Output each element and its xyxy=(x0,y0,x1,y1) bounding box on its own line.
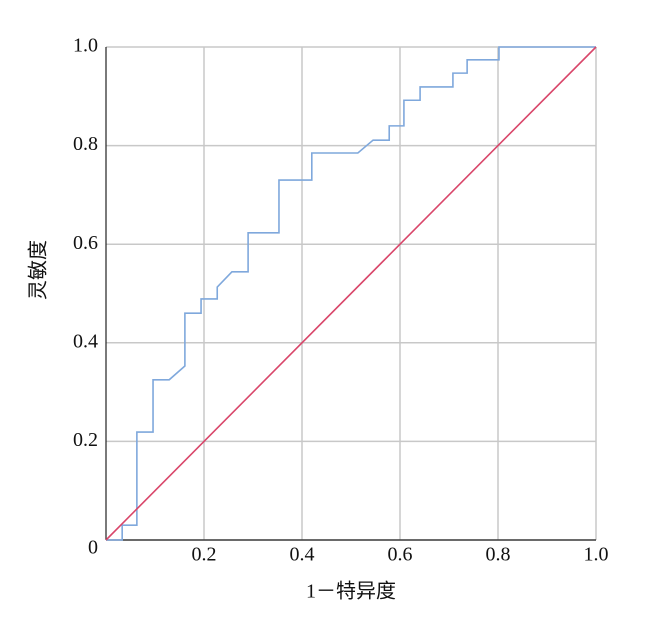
y-tick-label: 0.6 xyxy=(73,232,98,254)
x-tick-label: 0.8 xyxy=(486,544,511,566)
y-tick-label: 0.4 xyxy=(73,330,98,352)
x-axis-label: 1－特异度 xyxy=(306,580,396,603)
x-tick-label: 0.4 xyxy=(290,544,315,566)
y-tick-label: 0.8 xyxy=(73,133,98,155)
x-tick-label: 0.6 xyxy=(388,544,413,566)
y-tick-label: 0 xyxy=(88,537,98,559)
line-series xyxy=(106,46,596,541)
line-series xyxy=(105,46,597,541)
x-tick-label: 1.0 xyxy=(584,544,609,566)
y-tick-label: 1.0 xyxy=(73,35,98,57)
y-tick-label: 0.2 xyxy=(73,429,98,451)
x-tick-label: 0.2 xyxy=(192,544,217,566)
y-axis-label: 灵敏度 xyxy=(27,240,50,300)
